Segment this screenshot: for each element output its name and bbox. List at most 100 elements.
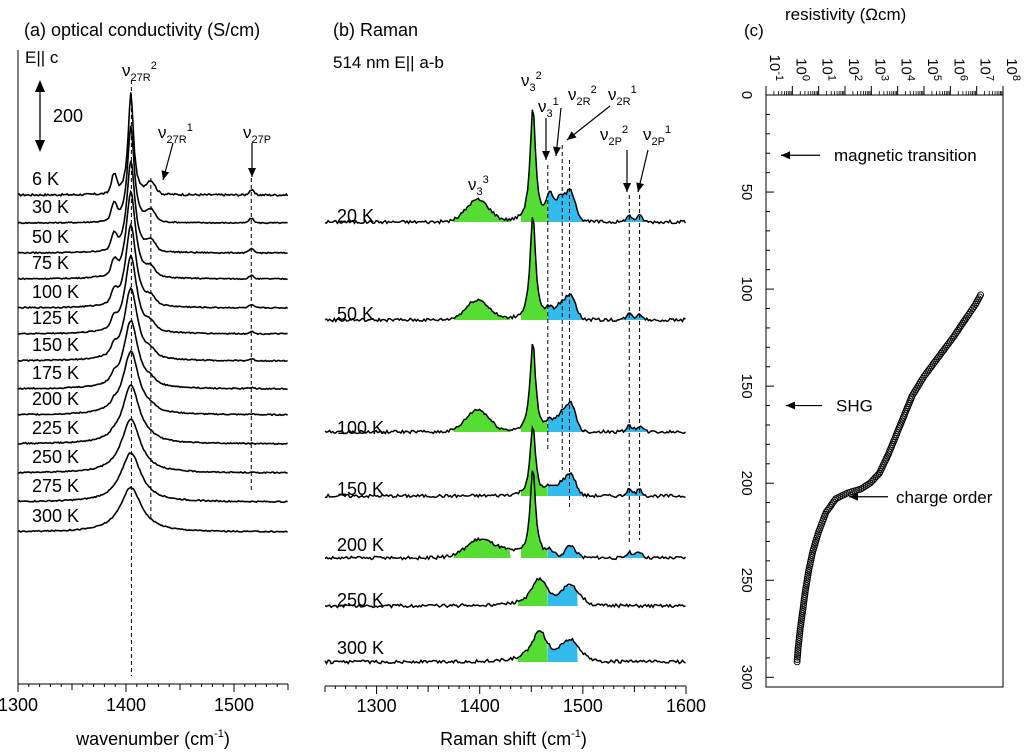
panel-c-data-point <box>802 584 810 592</box>
panel-c-data-point <box>914 382 922 390</box>
panel-b-nu3-2-fill <box>517 629 548 662</box>
panel-c-x-tick-label: 105 <box>924 58 943 81</box>
panel-a-series-label: 275 K <box>32 476 79 496</box>
panel-c-data-point <box>793 653 801 661</box>
panel-a-series-line <box>18 92 289 197</box>
panel-c-data-point <box>909 390 917 398</box>
panel-c-data-point <box>794 646 802 654</box>
panel-c-data-point <box>862 482 870 489</box>
panel-c-data-point <box>954 327 962 335</box>
panel-b-nu3-2-fill <box>520 109 548 222</box>
panel-c-data-point <box>798 614 806 622</box>
panel-b-conditions: 514 nm E|| a-b <box>333 53 444 72</box>
panel-c-data-point <box>950 332 958 340</box>
panel-b-nu3-3-fill <box>453 199 511 222</box>
panel-a-optical-conductivity: 1300 1400 1500 wavenumber (cm-1) (a) optical… <box>0 20 289 749</box>
panel-b-series-label: 20 K <box>337 206 374 226</box>
panel-c-charge-arrow <box>849 492 888 501</box>
panel-c-data-point <box>803 580 811 587</box>
panel-c-shg-arrow <box>786 401 822 410</box>
panel-b-nu2r-fill <box>547 639 578 662</box>
panel-c-data-point <box>801 590 809 598</box>
panel-a-series-label: 75 K <box>32 253 69 273</box>
panel-a-nu27r1-label: ν27R1 <box>158 122 193 146</box>
panel-b-x-tick-label: 1600 <box>666 696 706 716</box>
panel-c-x-tick-label: 101 <box>819 58 838 81</box>
panel-b-nu2r-fill <box>547 585 578 606</box>
panel-b-series-label: 100 K <box>337 418 384 438</box>
panel-c-data-point <box>800 601 807 609</box>
panel-b-nu2r-1-arrow <box>566 105 611 141</box>
panel-b-nu3-1-arrow <box>542 118 550 160</box>
panel-b-nu3-3-label: ν33 <box>468 174 489 198</box>
panel-c-y-tick-label: 300 <box>738 665 755 690</box>
panel-c-data-point <box>916 378 924 386</box>
panel-c-data-point <box>911 388 918 396</box>
panel-c-y-tick-label: 50 <box>738 184 755 201</box>
panel-c-data-point <box>795 633 803 641</box>
panel-a-nu27r1-arrow <box>161 142 174 181</box>
panel-b-series-line <box>324 424 686 499</box>
panel-a-series-label: 175 K <box>32 363 79 383</box>
panel-a-title: (a) optical conductivity (S/cm) <box>24 20 260 40</box>
panel-c-data-point <box>953 328 961 336</box>
panel-b-nu2p-1-label: ν2P1 <box>643 124 671 148</box>
panel-c-data-point <box>857 485 865 493</box>
panel-c-y-tick-label: 250 <box>738 568 755 593</box>
panel-b-nu3-1-label: ν31 <box>538 96 559 120</box>
panel-c-data-point <box>796 625 804 633</box>
panel-c-data-point <box>796 629 804 637</box>
panel-c-y-tick-label: 150 <box>738 374 755 399</box>
panel-c-data-point <box>874 471 882 479</box>
panel-a-scale-label: 200 <box>53 106 83 126</box>
panel-a-series-label: 30 K <box>32 197 69 217</box>
panel-a-series-line <box>17 254 288 336</box>
panel-a-series-label: 50 K <box>32 227 69 247</box>
panel-c-data-point <box>861 483 868 491</box>
panel-c-data-point <box>975 295 982 303</box>
panel-a-series-line <box>17 189 288 281</box>
panel-b-series-label: 300 K <box>337 638 384 658</box>
panel-c-data <box>793 291 985 666</box>
panel-a-series-line <box>17 349 289 417</box>
panel-c-shg-label: SHG <box>836 397 873 416</box>
panel-c-data-point <box>794 642 802 650</box>
panel-c-data-point <box>913 384 921 392</box>
panel-a-polarization: E|| c <box>25 48 59 67</box>
panel-b-x-tick-label: 1500 <box>563 696 603 716</box>
panel-b-xlabel: Raman shift (cm-1) <box>440 728 587 749</box>
panel-a-series-label: 300 K <box>32 506 79 526</box>
panel-c-data-point <box>796 627 804 635</box>
panel-b-nu3-2-label: ν32 <box>521 70 542 94</box>
panel-b-nu2r-fill <box>547 190 586 222</box>
panel-a-series-label: 200 K <box>32 389 79 409</box>
panel-b-nu3-3-fill <box>453 539 511 558</box>
panel-b-nu2r-2-arrow <box>552 107 562 157</box>
panel-c-data-point <box>793 658 801 666</box>
panel-a-nu27r2-label: ν27R2 <box>122 60 157 84</box>
panel-b-nu3-2-fill <box>517 577 548 606</box>
panel-b-nu2p-2-label: ν2P2 <box>600 124 628 148</box>
panel-c-data-point <box>793 656 801 663</box>
panel-c-x-tick-label: 102 <box>845 58 864 81</box>
panel-c-data-point <box>799 603 807 611</box>
panel-c-data-point <box>798 610 806 618</box>
panel-a-nu27p-arrow <box>248 143 256 177</box>
panel-c-y-tick-label: 0 <box>738 91 755 99</box>
panel-c-xlabel: resistivity (Ωcm) <box>785 5 906 24</box>
panel-b-raman: 1300 1400 1500 1600 Raman shift (cm-1) (b) Ra… <box>324 20 706 749</box>
panel-c-title: (c) <box>744 21 764 40</box>
panel-a-series-line <box>17 418 288 475</box>
panel-c-data-point <box>797 618 805 626</box>
panel-c-magnetic-arrow <box>781 151 820 160</box>
panel-c-data-point <box>825 505 832 513</box>
panel-c-data-point <box>827 502 835 509</box>
panel-a-series-line <box>17 485 288 534</box>
panel-b-nu2p-1-arrow <box>636 149 649 193</box>
panel-c-x-tick-label: 103 <box>871 58 890 81</box>
panel-b-nu2p-2-arrow <box>623 150 631 192</box>
panel-a-series-line <box>17 384 288 446</box>
panel-b-series-label: 250 K <box>337 590 384 610</box>
panel-a-x-tick-label: 1300 <box>0 695 38 715</box>
panel-a-xlabel: wavenumber (cm-1) <box>75 728 230 749</box>
